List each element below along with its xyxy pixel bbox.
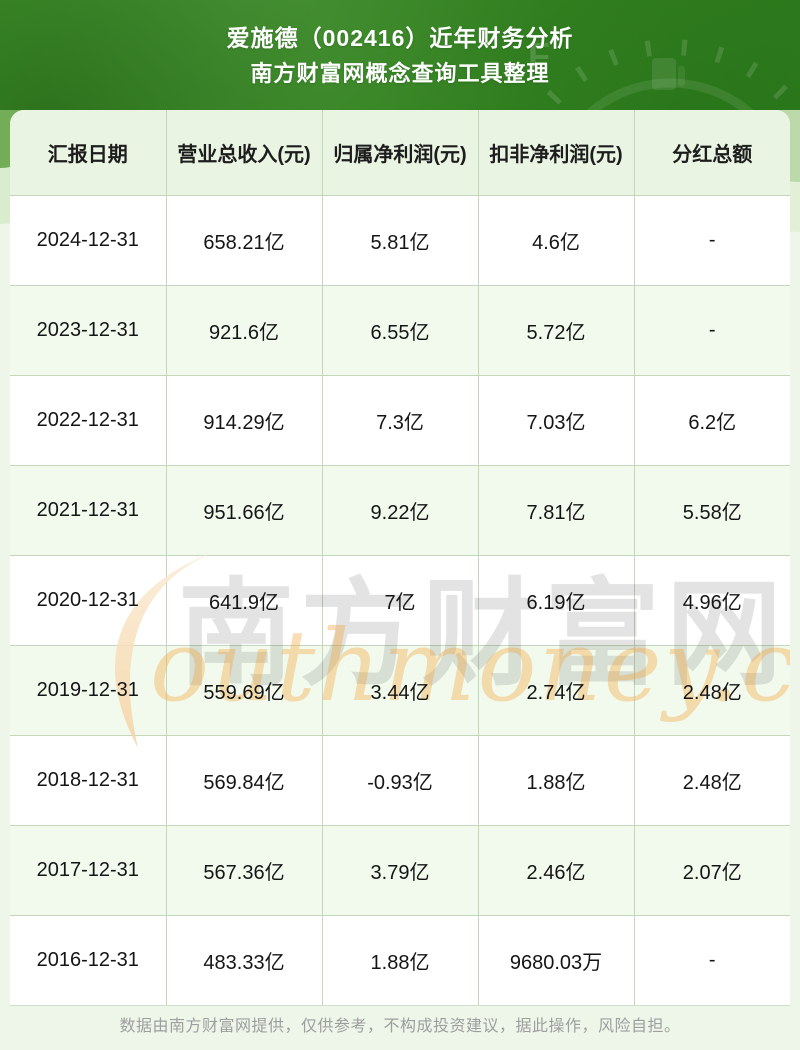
table-cell: 658.21亿 [166, 195, 323, 286]
table-row: 2016-12-31 483.33亿 1.88亿 9680.03万 - [10, 915, 790, 1005]
table-cell: 2.48亿 [634, 735, 790, 826]
banner: F 爱施德（002416）近年财务分析 南方财富网概念查询工具整理 [0, 0, 800, 110]
table-cell: -0.93亿 [322, 735, 479, 826]
table-cell: 7.03亿 [478, 375, 635, 466]
table-cell: 483.33亿 [166, 915, 323, 1005]
column-header: 分红总额 [634, 110, 790, 196]
financial-table-card: 汇报日期 营业总收入(元) 归属净利润(元) 扣非净利润(元) 分红总额 2024-12… [10, 110, 790, 1006]
table-cell: 914.29亿 [166, 375, 323, 466]
table-cell: 2.46亿 [478, 825, 635, 916]
table-cell: 5.81亿 [322, 195, 479, 286]
page-subtitle: 南方财富网概念查询工具整理 [250, 60, 550, 86]
table-cell: 4.6亿 [478, 195, 635, 286]
table-header-row: 汇报日期 营业总收入(元) 归属净利润(元) 扣非净利润(元) 分红总额 [10, 110, 790, 196]
table-cell: 569.84亿 [166, 735, 323, 826]
fuel-gauge-icon: F [528, 35, 800, 110]
financial-table: 汇报日期 营业总收入(元) 归属净利润(元) 扣非净利润(元) 分红总额 2024-12… [10, 110, 790, 1005]
table-cell: 2016-12-31 [10, 915, 167, 1005]
table-row: 2018-12-31 569.84亿 -0.93亿 1.88亿 2.48亿 [10, 735, 790, 826]
table-cell: 5.58亿 [634, 465, 790, 556]
table-row: 2017-12-31 567.36亿 3.79亿 2.46亿 2.07亿 [10, 825, 790, 916]
table-cell: 6.55亿 [322, 285, 479, 376]
table-cell: - [634, 915, 790, 1005]
table-cell: 951.66亿 [166, 465, 323, 556]
table-cell: - [634, 195, 790, 286]
table-cell: 2.48亿 [634, 645, 790, 736]
table-cell: 921.6亿 [166, 285, 323, 376]
table-cell: 641.9亿 [166, 555, 323, 646]
column-header: 归属净利润(元) [322, 110, 479, 196]
table-row: 2023-12-31 921.6亿 6.55亿 5.72亿 - [10, 285, 790, 376]
column-header: 营业总收入(元) [166, 110, 323, 196]
table-cell: 2019-12-31 [10, 645, 167, 736]
table-cell: 2017-12-31 [10, 825, 167, 916]
table-cell: 2024-12-31 [10, 195, 167, 286]
table-cell: 2022-12-31 [10, 375, 167, 466]
table-cell: 4.96亿 [634, 555, 790, 646]
table-cell: 2020-12-31 [10, 555, 167, 646]
table-cell: 1.88亿 [478, 735, 635, 826]
table-row: 2020-12-31 641.9亿 7亿 6.19亿 4.96亿 [10, 555, 790, 646]
table-cell: 6.2亿 [634, 375, 790, 466]
column-header: 扣非净利润(元) [478, 110, 635, 196]
table-row: 2021-12-31 951.66亿 9.22亿 7.81亿 5.58亿 [10, 465, 790, 556]
table-cell: 9680.03万 [478, 915, 635, 1005]
page-title: 爱施德（002416）近年财务分析 [226, 24, 574, 51]
table-cell: 3.44亿 [322, 645, 479, 736]
table-cell: 6.19亿 [478, 555, 635, 646]
table-cell: 567.36亿 [166, 825, 323, 916]
table-cell: 559.69亿 [166, 645, 323, 736]
table-cell: 5.72亿 [478, 285, 635, 376]
table-cell: 9.22亿 [322, 465, 479, 556]
table-cell: 2021-12-31 [10, 465, 167, 556]
table-cell: 2.07亿 [634, 825, 790, 916]
column-header: 汇报日期 [10, 110, 167, 196]
table-cell: 7亿 [322, 555, 479, 646]
table-cell: - [634, 285, 790, 376]
table-cell: 2023-12-31 [10, 285, 167, 376]
table-cell: 7.3亿 [322, 375, 479, 466]
table-head: 汇报日期 营业总收入(元) 归属净利润(元) 扣非净利润(元) 分红总额 [10, 110, 790, 196]
table-cell: 1.88亿 [322, 915, 479, 1005]
table-row: 2022-12-31 914.29亿 7.3亿 7.03亿 6.2亿 [10, 375, 790, 466]
table-cell: 3.79亿 [322, 825, 479, 916]
table-row: 2019-12-31 559.69亿 3.44亿 2.74亿 2.48亿 [10, 645, 790, 736]
table-cell: 7.81亿 [478, 465, 635, 556]
table-row: 2024-12-31 658.21亿 5.81亿 4.6亿 - [10, 195, 790, 286]
table-body: 2024-12-31 658.21亿 5.81亿 4.6亿 -2023-12-31 921… [10, 195, 790, 1005]
footer-disclaimer: 数据由南方财富网提供，仅供参考，不构成投资建议，据此操作，风险自担。 [119, 1018, 681, 1035]
table-cell: 2018-12-31 [10, 735, 167, 826]
table-cell: 2.74亿 [478, 645, 635, 736]
